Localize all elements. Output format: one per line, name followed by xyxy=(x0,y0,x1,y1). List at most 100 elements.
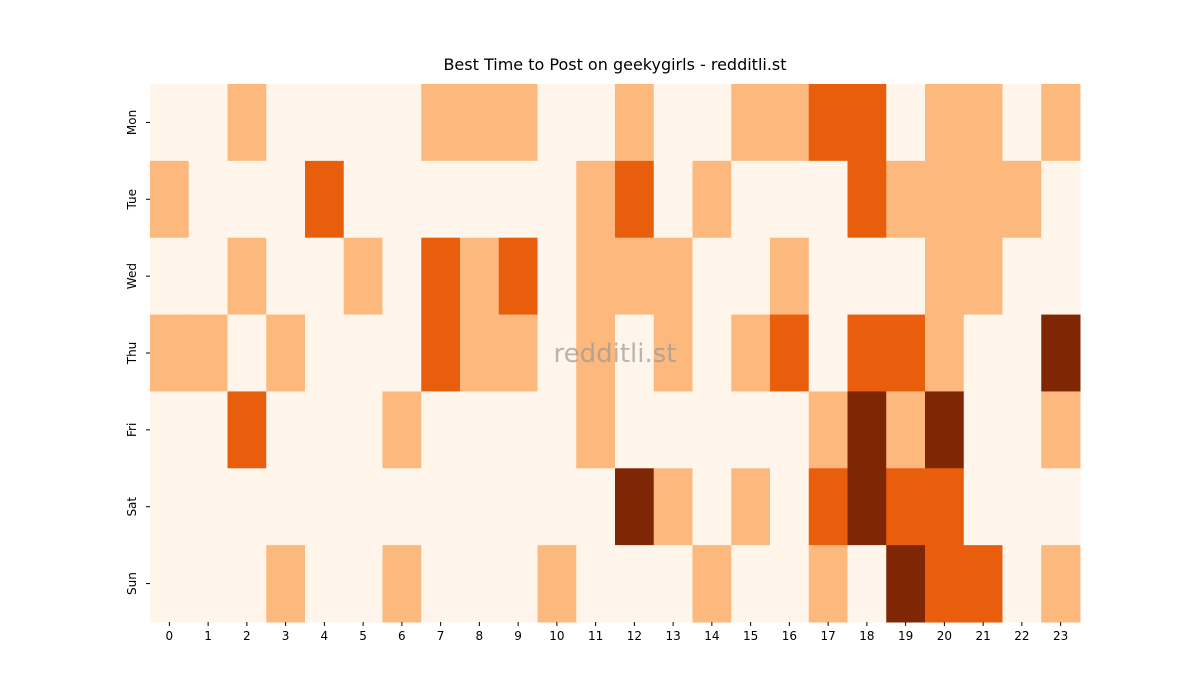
heatmap-cell xyxy=(343,237,383,316)
watermark: redditli.st xyxy=(554,339,677,369)
heatmap-cell xyxy=(808,84,848,162)
heatmap-cell xyxy=(847,391,887,469)
x-tick-label: 9 xyxy=(514,629,522,643)
heatmap-cell xyxy=(382,545,422,623)
heatmap-cells xyxy=(150,84,1081,623)
heatmap-cell xyxy=(227,237,267,316)
heatmap-cell xyxy=(808,391,848,469)
x-tick-label: 11 xyxy=(588,629,603,643)
heatmap-cell xyxy=(808,160,848,239)
heatmap-cell xyxy=(421,545,461,623)
heatmap-cell xyxy=(382,314,422,392)
heatmap-cell xyxy=(963,160,1003,239)
x-tick-label: 20 xyxy=(937,629,952,643)
heatmap-cell xyxy=(150,468,190,546)
heatmap-cell xyxy=(343,468,383,546)
heatmap-cell xyxy=(150,314,190,392)
heatmap-cell xyxy=(266,391,306,469)
heatmap-cell xyxy=(770,545,810,623)
heatmap-cell xyxy=(808,468,848,546)
heatmap-cell xyxy=(498,314,538,392)
heatmap-cell xyxy=(615,314,655,392)
heatmap-cell xyxy=(1041,84,1081,162)
heatmap-cell xyxy=(227,160,267,239)
heatmap-cell xyxy=(963,314,1003,392)
heatmap-cell xyxy=(576,391,616,469)
heatmap-cell xyxy=(886,468,926,546)
heatmap-cell xyxy=(731,391,771,469)
heatmap-cell xyxy=(925,237,965,316)
heatmap-cell xyxy=(188,391,228,469)
x-tick-label: 2 xyxy=(243,629,251,643)
heatmap-cell xyxy=(382,160,422,239)
heatmap-cell xyxy=(1002,314,1042,392)
heatmap-cell xyxy=(1041,545,1081,623)
heatmap-cell xyxy=(421,314,461,392)
heatmap-cell xyxy=(1002,160,1042,239)
x-tick-label: 21 xyxy=(975,629,990,643)
heatmap-cell xyxy=(305,468,345,546)
heatmap-cell xyxy=(770,391,810,469)
heatmap-cell xyxy=(653,545,693,623)
heatmap-cell xyxy=(731,545,771,623)
heatmap-cell xyxy=(731,237,771,316)
x-tick-label: 19 xyxy=(898,629,913,643)
heatmap-cell xyxy=(382,237,422,316)
heatmap-cell xyxy=(692,237,732,316)
heatmap-cell xyxy=(460,237,500,316)
y-tick-label: Tue xyxy=(125,189,139,211)
heatmap-cell xyxy=(576,84,616,162)
heatmap-cell xyxy=(1002,468,1042,546)
heatmap-cell xyxy=(1041,314,1081,392)
heatmap-cell xyxy=(925,160,965,239)
x-tick-label: 12 xyxy=(627,629,642,643)
heatmap-cell xyxy=(1041,468,1081,546)
heatmap-cell xyxy=(615,468,655,546)
x-tick-label: 8 xyxy=(476,629,484,643)
heatmap-cell xyxy=(537,468,577,546)
heatmap-cell xyxy=(770,314,810,392)
heatmap-cell xyxy=(460,314,500,392)
heatmap-cell xyxy=(421,468,461,546)
y-tick-label: Mon xyxy=(125,110,139,135)
heatmap-cell xyxy=(615,237,655,316)
heatmap-cell xyxy=(188,468,228,546)
heatmap-cell xyxy=(188,237,228,316)
x-tick-label: 10 xyxy=(549,629,564,643)
heatmap-cell xyxy=(266,84,306,162)
heatmap-cell xyxy=(460,391,500,469)
heatmap-cell xyxy=(537,391,577,469)
heatmap-cell xyxy=(692,391,732,469)
y-tick-label: Fri xyxy=(125,423,139,437)
heatmap-cell xyxy=(847,237,887,316)
heatmap-cell xyxy=(653,84,693,162)
heatmap-cell xyxy=(266,468,306,546)
heatmap-cell xyxy=(421,84,461,162)
heatmap-cell xyxy=(653,237,693,316)
heatmap-cell xyxy=(615,160,655,239)
heatmap-cell xyxy=(150,160,190,239)
heatmap-cell xyxy=(498,160,538,239)
heatmap-cell xyxy=(808,237,848,316)
x-tick-label: 7 xyxy=(437,629,445,643)
heatmap-cell xyxy=(1041,391,1081,469)
heatmap-cell xyxy=(925,84,965,162)
heatmap-cell xyxy=(188,160,228,239)
heatmap-cell xyxy=(498,237,538,316)
heatmap-cell xyxy=(963,391,1003,469)
heatmap-cell xyxy=(615,84,655,162)
heatmap-cell xyxy=(731,160,771,239)
heatmap-cell xyxy=(808,545,848,623)
heatmap-cell xyxy=(1002,237,1042,316)
heatmap-cell xyxy=(537,237,577,316)
heatmap-cell xyxy=(498,84,538,162)
heatmap-cell xyxy=(615,545,655,623)
y-tick-label: Sat xyxy=(125,497,139,517)
x-tick-label: 5 xyxy=(359,629,367,643)
heatmap-cell xyxy=(460,545,500,623)
heatmap-cell xyxy=(188,84,228,162)
heatmap-cell xyxy=(963,545,1003,623)
heatmap-cell xyxy=(537,545,577,623)
heatmap-cell xyxy=(925,468,965,546)
